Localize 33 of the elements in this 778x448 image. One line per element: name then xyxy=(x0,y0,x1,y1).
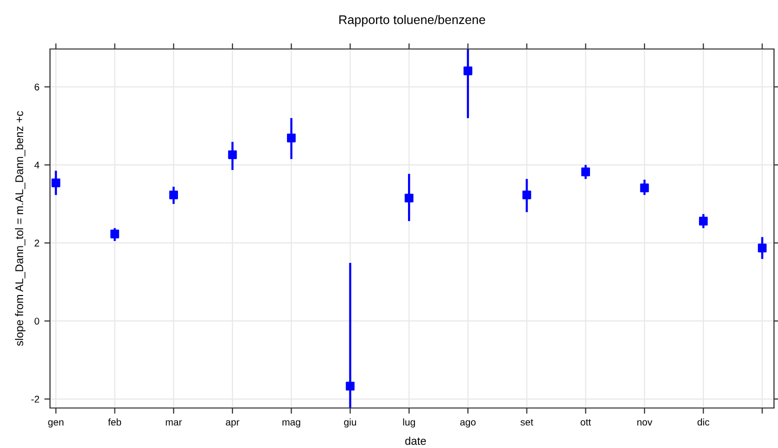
x-tick-label: nov xyxy=(637,420,652,426)
point xyxy=(640,184,649,192)
point xyxy=(228,150,237,160)
point xyxy=(346,382,355,391)
x-tick-label: gen xyxy=(48,420,64,428)
x-tick-label: ago xyxy=(460,420,476,428)
x-tick-label: mar xyxy=(166,420,182,426)
point xyxy=(522,190,532,200)
x-tick-label: giu xyxy=(344,418,356,428)
y-tick-label: 2 xyxy=(34,240,40,246)
x-tick-label: apr xyxy=(226,420,240,428)
point xyxy=(404,194,414,202)
point xyxy=(464,66,472,76)
x-tick-label: feb xyxy=(108,418,122,426)
point xyxy=(286,134,296,142)
y-tick-label: 0 xyxy=(34,318,40,325)
point xyxy=(698,216,708,226)
x-axis-title: date xyxy=(405,436,426,445)
x-tick-label: mag xyxy=(282,420,300,428)
chart-title: Rapporto toluene/benzene xyxy=(339,14,486,27)
x-tick-label: ott xyxy=(580,419,591,426)
x-tick-label: dic xyxy=(698,418,710,426)
point xyxy=(52,178,60,188)
y-tick-label: -2 xyxy=(31,396,40,403)
x-tick-label: set xyxy=(520,419,534,426)
point xyxy=(110,230,120,238)
point xyxy=(169,190,178,200)
point xyxy=(758,244,767,252)
y-axis-title: slope from AL_Dann_tol = m.AL_Dann_benz +c xyxy=(15,111,26,346)
point xyxy=(581,168,590,176)
y-tick-label: 6 xyxy=(34,84,40,90)
y-tick-label: 4 xyxy=(34,162,40,168)
x-tick-label: lug xyxy=(403,418,415,428)
